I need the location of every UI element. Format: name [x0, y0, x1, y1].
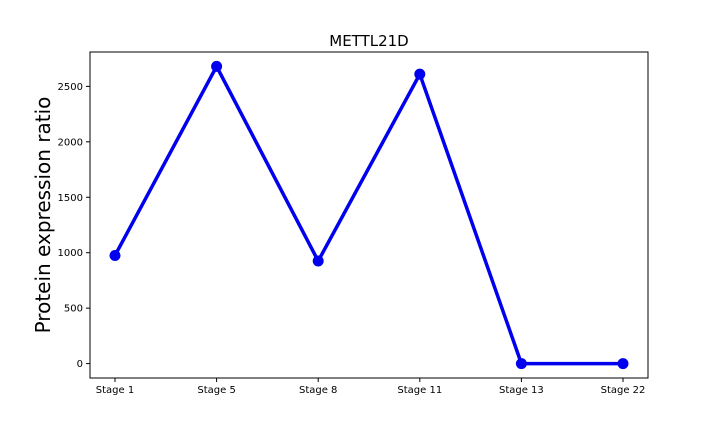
data-point [211, 60, 223, 72]
y-tick-label: 0 [77, 359, 83, 370]
y-tick-label: 500 [64, 304, 83, 315]
y-tick-label: 2500 [58, 82, 83, 93]
x-tick-label: Stage 8 [299, 385, 337, 396]
data-point [617, 358, 629, 370]
plot-area [89, 51, 649, 379]
y-axis-label: Protein expression ratio [31, 97, 55, 334]
y-tick-label: 1000 [58, 248, 83, 259]
x-tick-label: Stage 13 [499, 385, 544, 396]
series-group [109, 60, 629, 370]
y-tick-label: 2000 [58, 137, 83, 148]
data-point [109, 249, 121, 261]
y-axis: 0 500 1000 1500 2000 2500 [58, 82, 90, 370]
chart-title: METTL21D [329, 32, 408, 50]
x-tick-label: Stage 1 [96, 385, 134, 396]
x-tick-label: Stage 22 [601, 385, 646, 396]
x-tick-label: Stage 11 [397, 385, 442, 396]
y-tick-label: 1500 [58, 193, 83, 204]
x-axis: Stage 1 Stage 5 Stage 8 Stage 11 Stage 13 Sta… [96, 378, 646, 396]
data-point [312, 255, 324, 267]
data-point [515, 358, 527, 370]
series-line [113, 62, 623, 366]
data-point [414, 68, 426, 80]
x-tick-label: Stage 5 [197, 385, 235, 396]
